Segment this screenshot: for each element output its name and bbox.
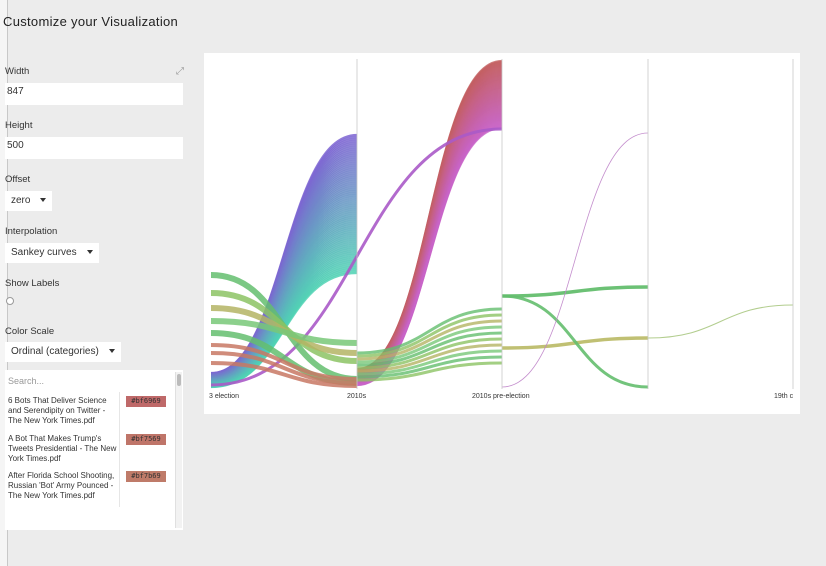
color-swatch[interactable]: #bf7b69 xyxy=(126,471,166,482)
axis-step-label: 2010s xyxy=(347,393,367,400)
color-swatch[interactable]: #bf7569 xyxy=(126,434,166,445)
flow-path xyxy=(356,349,503,376)
flow-path xyxy=(210,318,358,346)
expand-icon[interactable]: ⤢ xyxy=(176,66,184,77)
color-item-name: 6 Bots That Deliver Science and Serendip… xyxy=(8,396,107,425)
axis-step-label: 2010s pre-election xyxy=(472,393,530,400)
flow-path xyxy=(210,351,358,385)
axis-step-label: 3 election xyxy=(209,393,239,400)
divider xyxy=(119,467,120,507)
width-label: Width xyxy=(5,66,30,77)
color-item-name: A Bot That Makes Trump's Tweets Presiden… xyxy=(8,434,117,463)
height-label: Height xyxy=(5,120,33,131)
flow-path xyxy=(501,132,649,388)
chevron-down-icon xyxy=(108,349,115,354)
divider xyxy=(119,430,120,470)
height-input[interactable]: 500 xyxy=(5,137,183,159)
offset-label: Offset xyxy=(5,174,31,185)
interpolation-label: Interpolation xyxy=(5,226,58,237)
page-title: Customize your Visualization xyxy=(3,14,179,29)
flow-path xyxy=(210,343,358,381)
flow-path xyxy=(210,361,358,388)
flow-path xyxy=(501,294,649,389)
flow-path xyxy=(356,343,503,373)
flow-path xyxy=(356,319,503,361)
color-swatch[interactable]: #bf6969 xyxy=(126,396,166,407)
alluvial-chart: 3 election 2010s 2010s pre-election 19th c xyxy=(209,59,794,400)
offset-select[interactable]: zero xyxy=(5,191,53,211)
flow-path xyxy=(210,127,503,387)
axis-step-label: 19th c xyxy=(774,393,794,400)
show-labels-checkbox[interactable] xyxy=(6,297,14,305)
color-list: Search... 6 Bots That Deliver Science an… xyxy=(5,370,183,530)
color-item-name: After Florida School Shooting, Russian '… xyxy=(8,471,115,500)
color-scale-label: Color Scale xyxy=(5,326,55,337)
offset-select-value: zero xyxy=(11,195,31,206)
show-labels-label: Show Labels xyxy=(5,278,60,289)
flow-path xyxy=(501,285,649,298)
width-input[interactable]: 847 xyxy=(5,83,183,105)
chart-card: 3 election 2010s 2010s pre-election 19th c xyxy=(204,53,800,414)
color-scale-select-value: Ordinal (categories) xyxy=(11,346,99,357)
chevron-down-icon xyxy=(86,250,93,255)
divider xyxy=(119,392,120,432)
chevron-down-icon xyxy=(40,198,47,203)
controls-panel: Width 847 ⤢ Height 500 Offset zero Inter… xyxy=(0,50,185,540)
flow-path xyxy=(356,331,503,367)
scrollbar-thumb[interactable] xyxy=(177,374,181,386)
interpolation-select[interactable]: Sankey curves xyxy=(5,243,99,263)
color-scale-select[interactable]: Ordinal (categories) xyxy=(5,342,121,362)
window-left-edge xyxy=(0,0,8,566)
color-list-scrollbar[interactable] xyxy=(175,372,182,528)
interpolation-select-value: Sankey curves xyxy=(11,247,77,258)
flow-path xyxy=(647,304,794,339)
flow-path xyxy=(356,325,503,364)
flow-path xyxy=(356,337,503,370)
flow-path xyxy=(356,307,503,355)
flow-path xyxy=(356,361,503,382)
color-search-input[interactable]: Search... xyxy=(8,376,45,386)
flow-path xyxy=(356,355,503,379)
flow-path xyxy=(356,313,503,358)
